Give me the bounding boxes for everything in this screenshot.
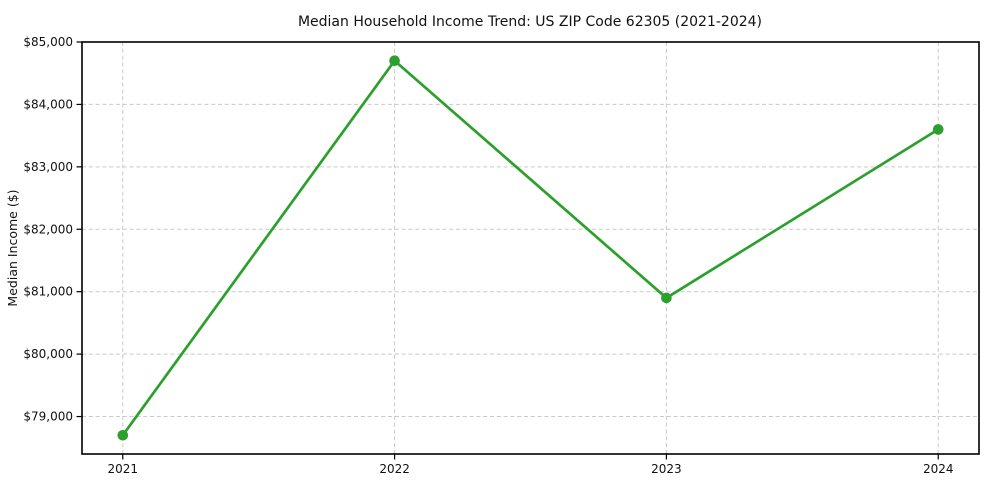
series-layer	[117, 55, 944, 441]
y-tick-label: $83,000	[23, 160, 73, 174]
x-tick-label: 2023	[651, 462, 682, 476]
y-tick-label: $79,000	[23, 410, 73, 424]
data-point-marker	[661, 292, 672, 304]
y-tick-label: $82,000	[23, 222, 73, 236]
axes-layer	[76, 41, 980, 460]
x-tick-label: 2024	[923, 462, 954, 476]
data-point-marker	[117, 429, 129, 441]
x-tick-label: 2021	[107, 462, 138, 476]
y-tick-label: $81,000	[23, 285, 73, 299]
grid-layer	[82, 41, 979, 454]
x-tick-label: 2022	[379, 462, 410, 476]
data-point-marker	[389, 55, 400, 67]
y-tick-label: $84,000	[23, 97, 73, 111]
y-axis-label: Median Income ($)	[5, 189, 20, 306]
plot-border	[81, 41, 980, 455]
y-tick-label: $80,000	[23, 347, 73, 361]
data-point-marker	[932, 124, 944, 135]
chart-title: Median Household Income Trend: US ZIP Co…	[298, 14, 762, 30]
y-tick-label: $85,000	[23, 35, 73, 49]
label-layer: Median Household Income Trend: US ZIP Co…	[5, 14, 954, 476]
trend-line	[121, 59, 940, 437]
